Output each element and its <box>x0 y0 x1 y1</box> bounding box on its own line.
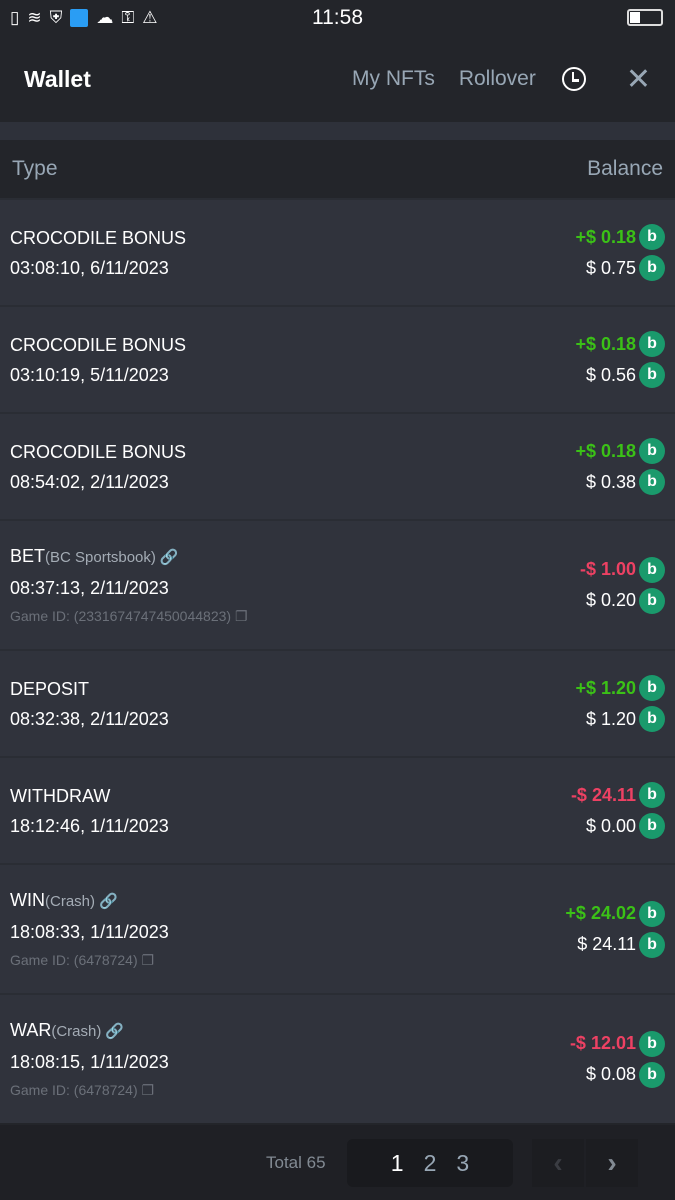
transaction-date: 08:54:02, 2/11/2023 <box>10 471 169 492</box>
rollover-tab[interactable]: Rollover <box>458 67 536 90</box>
bc-coin-icon: b <box>639 331 665 357</box>
amount-change: +$ 1.20 <box>575 677 636 698</box>
table-header: Type Balance <box>0 140 675 198</box>
transaction-row: DEPOSIT 08:32:38, 2/11/2023 +$ 1.20 b $ 1… <box>0 649 675 756</box>
sim-icon: ▯ <box>10 8 20 27</box>
wallet-header: Wallet My NFTs Rollover ✕ <box>0 36 675 122</box>
bc-coin-icon: b <box>639 706 665 732</box>
transaction-type: WAR <box>10 1020 52 1040</box>
link-icon[interactable]: 🔗 <box>159 549 179 566</box>
amount-change: +$ 0.18 <box>575 440 636 461</box>
transaction-type: CROCODILE BONUS <box>10 227 187 248</box>
transaction-type: WIN <box>10 890 45 910</box>
game-id: Game ID: (6478724) <box>10 952 138 968</box>
amount-change: +$ 0.18 <box>575 226 636 247</box>
my-nfts-tab[interactable]: My NFTs <box>352 67 435 90</box>
transaction-source: (BC Sportsbook) <box>45 549 156 566</box>
page-2[interactable]: 2 <box>423 1149 437 1176</box>
balance-value: $ 0.75 <box>585 257 636 278</box>
transaction-row: CROCODILE BONUS 03:10:19, 5/11/2023 +$ 0… <box>0 305 675 412</box>
transaction-row: CROCODILE BONUS 03:08:10, 6/11/2023 +$ 0… <box>0 198 675 305</box>
bc-coin-icon: b <box>639 362 665 388</box>
amount-change: -$ 12.01 <box>569 1033 636 1053</box>
balance-value: $ 1.20 <box>585 708 636 729</box>
balance-value: $ 0.20 <box>585 590 636 610</box>
transaction-row: WITHDRAW 18:12:46, 1/11/2023 -$ 24.11 b $… <box>0 756 675 863</box>
divider <box>0 122 675 140</box>
battery-icon <box>627 9 663 26</box>
copy-icon[interactable]: ❐ <box>137 952 155 968</box>
amount-change: -$ 24.11 <box>570 784 636 805</box>
transaction-type: DEPOSIT <box>10 678 90 699</box>
transaction-source: (Crash) <box>51 1023 102 1040</box>
vpn-icon <box>70 9 89 27</box>
history-clock-icon[interactable] <box>561 67 586 91</box>
transaction-date: 08:32:38, 2/11/2023 <box>10 708 169 729</box>
pagination-footer: Total 65 1 2 3 ‹ › <box>0 1125 675 1200</box>
bc-coin-icon: b <box>639 1061 665 1088</box>
transaction-date: 18:08:33, 1/11/2023 <box>10 922 169 942</box>
game-id: Game ID: (6478724) <box>10 1082 138 1098</box>
status-bar: ▯ ≋ ⛨ ☁ ⚿ ⚠ 11:58 <box>0 0 675 36</box>
page-3[interactable]: 3 <box>456 1149 470 1176</box>
transaction-type: BET <box>10 546 46 566</box>
transaction-date: 03:08:10, 6/11/2023 <box>10 257 169 278</box>
transaction-date: 18:12:46, 1/11/2023 <box>10 815 169 836</box>
bc-coin-icon: b <box>639 931 665 958</box>
status-time: 11:58 <box>312 6 363 29</box>
bc-coin-icon: b <box>639 587 665 614</box>
page-numbers: 1 2 3 <box>347 1139 513 1187</box>
prev-page-button[interactable]: ‹ <box>532 1139 584 1187</box>
amount-change: +$ 24.02 <box>565 903 636 923</box>
amount-change: +$ 0.18 <box>575 333 636 354</box>
balance-value: $ 0.00 <box>585 815 636 836</box>
total-count: Total 65 <box>266 1153 326 1172</box>
transaction-source: (Crash) <box>45 893 96 910</box>
transaction-type: CROCODILE BONUS <box>10 441 187 462</box>
bc-coin-icon: b <box>639 224 665 250</box>
column-balance: Balance <box>587 157 663 180</box>
bc-coin-icon: b <box>639 469 665 495</box>
bc-coin-icon: b <box>639 556 665 583</box>
transaction-type: WITHDRAW <box>10 785 111 806</box>
transaction-date: 08:37:13, 2/11/2023 <box>10 578 169 598</box>
transaction-date: 03:10:19, 5/11/2023 <box>10 364 169 385</box>
key-icon: ⚿ <box>121 8 135 27</box>
link-icon[interactable]: 🔗 <box>99 893 118 910</box>
shield-icon: ⛨ <box>49 8 63 27</box>
page-title: Wallet <box>24 65 91 92</box>
transaction-type: CROCODILE BONUS <box>10 334 187 355</box>
transaction-date: 18:08:15, 1/11/2023 <box>10 1052 169 1072</box>
bc-coin-icon: b <box>639 255 665 281</box>
game-id: Game ID: (2331674747450044823) <box>10 608 232 624</box>
copy-icon[interactable]: ❐ <box>231 608 248 624</box>
cloud-icon: ☁ <box>96 8 114 27</box>
link-icon[interactable]: 🔗 <box>105 1023 125 1040</box>
balance-value: $ 0.56 <box>585 364 636 385</box>
balance-value: $ 24.11 <box>577 934 636 954</box>
bc-coin-icon: b <box>639 900 665 927</box>
wifi-icon: ≋ <box>27 8 42 27</box>
column-type: Type <box>12 157 58 180</box>
transaction-list: CROCODILE BONUS 03:08:10, 6/11/2023 +$ 0… <box>0 198 675 1123</box>
warning-icon: ⚠ <box>142 8 158 27</box>
bc-coin-icon: b <box>639 782 665 808</box>
amount-change: -$ 1.00 <box>579 559 636 579</box>
status-icons: ▯ ≋ ⛨ ☁ ⚿ ⚠ <box>10 8 158 28</box>
transaction-row: BET(BC Sportsbook) 🔗 08:37:13, 2/11/2023 … <box>0 519 675 649</box>
bc-coin-icon: b <box>639 675 665 701</box>
next-page-button[interactable]: › <box>586 1139 638 1187</box>
balance-value: $ 0.08 <box>585 1064 636 1084</box>
transaction-row: CROCODILE BONUS 08:54:02, 2/11/2023 +$ 0… <box>0 412 675 519</box>
balance-value: $ 0.38 <box>585 471 636 492</box>
bc-coin-icon: b <box>639 438 665 464</box>
transaction-row: WIN(Crash) 🔗 18:08:33, 1/11/2023 Game ID:… <box>0 863 675 993</box>
close-icon[interactable]: ✕ <box>625 62 651 96</box>
copy-icon[interactable]: ❐ <box>137 1082 155 1098</box>
page-1[interactable]: 1 <box>390 1149 404 1176</box>
bc-coin-icon: b <box>639 1030 665 1057</box>
bc-coin-icon: b <box>639 813 665 839</box>
transaction-row: WAR(Crash) 🔗 18:08:15, 1/11/2023 Game ID:… <box>0 993 675 1123</box>
